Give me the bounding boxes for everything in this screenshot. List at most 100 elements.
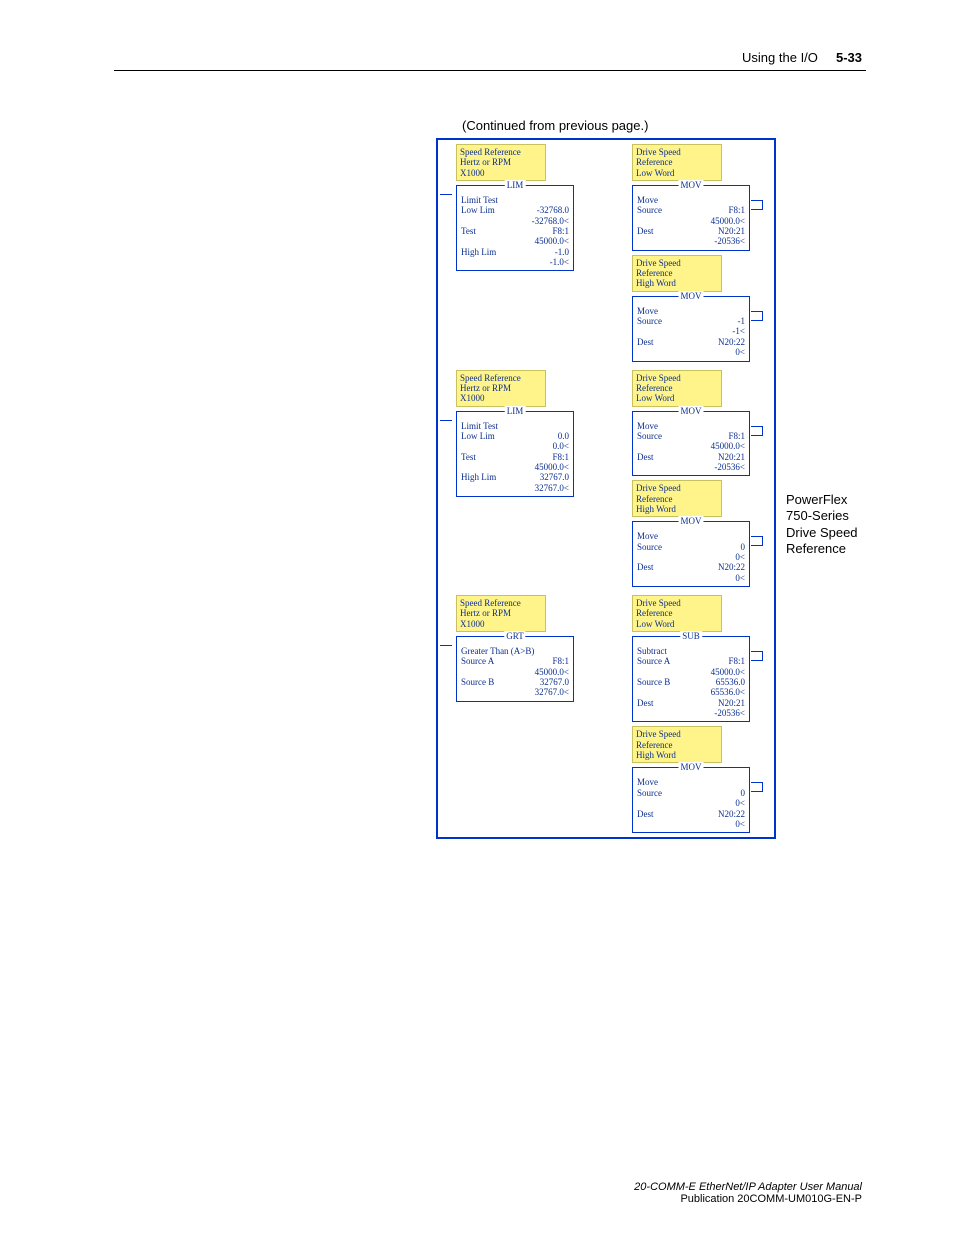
output-stub xyxy=(751,311,763,321)
instruction-block: MOVMoveSource-1-1<DestN20:220< xyxy=(632,296,750,362)
block-title: Greater Than (A>B) xyxy=(461,646,569,656)
continued-note: (Continued from previous page.) xyxy=(462,118,648,133)
rung-output-column: Drive Speed Reference Low WordMOVMoveSou… xyxy=(618,370,768,588)
block-row: 0< xyxy=(637,819,745,829)
block-row: Low Lim0.0 xyxy=(461,431,569,441)
rung-output-column: Drive Speed Reference Low WordMOVMoveSou… xyxy=(618,144,768,362)
block-legend: MOV xyxy=(678,291,703,301)
output-stub xyxy=(751,426,763,436)
rung-comment: Drive Speed Reference High Word xyxy=(632,255,722,292)
block-row: Source-1 xyxy=(637,316,745,326)
block-row: DestN20:21 xyxy=(637,452,745,462)
block-row: -1.0< xyxy=(461,257,569,267)
block-row: DestN20:22 xyxy=(637,809,745,819)
wire-stub xyxy=(440,420,452,421)
block-row: High Lim-1.0 xyxy=(461,247,569,257)
block-row: Source AF8:1 xyxy=(637,656,745,666)
instruction-block: MOVMoveSourceF8:145000.0<DestN20:21-2053… xyxy=(632,411,750,477)
block-row: 0< xyxy=(637,347,745,357)
header-section: Using the I/O xyxy=(742,50,818,65)
block-row: High Lim32767.0 xyxy=(461,472,569,482)
block-row: 65536.0< xyxy=(637,687,745,697)
block-row: 0.0< xyxy=(461,441,569,451)
page-number: 5-33 xyxy=(836,50,862,65)
block-legend: MOV xyxy=(678,762,703,772)
block-row: -20536< xyxy=(637,462,745,472)
instruction-block: GRTGreater Than (A>B)Source AF8:145000.0… xyxy=(456,636,574,702)
block-legend: SUB xyxy=(680,631,702,641)
page-footer: 20-COMM-E EtherNet/IP Adapter User Manua… xyxy=(634,1181,862,1205)
block-title: Subtract xyxy=(637,646,745,656)
instruction-block: MOVMoveSource00<DestN20:220< xyxy=(632,521,750,587)
rung-input-column: Speed Reference Hertz or RPM X1000LIM Lim… xyxy=(442,370,592,497)
block-title: Move xyxy=(637,421,745,431)
block-row: -1< xyxy=(637,326,745,336)
block-title: Move xyxy=(637,531,745,541)
page-header: Using the I/O 5-33 xyxy=(742,50,862,65)
block-legend: LIM xyxy=(505,406,526,416)
block-row: Source0 xyxy=(637,542,745,552)
footer-title: 20-COMM-E EtherNet/IP Adapter User Manua… xyxy=(634,1181,862,1193)
block-title: Move xyxy=(637,777,745,787)
side-label: PowerFlex 750-Series Drive Speed Referen… xyxy=(786,492,858,557)
block-row: SourceF8:1 xyxy=(637,205,745,215)
rung-comment: Drive Speed Reference Low Word xyxy=(632,595,722,632)
block-row: 0< xyxy=(637,552,745,562)
wire-stub xyxy=(440,194,452,195)
rung-comment: Drive Speed Reference Low Word xyxy=(632,370,722,407)
output-stub xyxy=(751,536,763,546)
block-row: DestN20:22 xyxy=(637,562,745,572)
block-row: Source0 xyxy=(637,788,745,798)
block-row: 32767.0< xyxy=(461,687,569,697)
block-legend: LIM xyxy=(505,180,526,190)
block-row: -20536< xyxy=(637,236,745,246)
block-legend: MOV xyxy=(678,180,703,190)
block-row: Source B65536.0 xyxy=(637,677,745,687)
block-title: Limit Test xyxy=(461,421,569,431)
block-row: DestN20:22 xyxy=(637,337,745,347)
rung-comment: Speed Reference Hertz or RPM X1000 xyxy=(456,370,546,407)
instruction-block: MOVMoveSourceF8:145000.0<DestN20:21-2053… xyxy=(632,185,750,251)
block-row: -32768.0< xyxy=(461,216,569,226)
block-legend: MOV xyxy=(678,516,703,526)
block-row: -20536< xyxy=(637,708,745,718)
block-row: Low Lim-32768.0 xyxy=(461,205,569,215)
rung-comment: Drive Speed Reference High Word xyxy=(632,726,722,763)
block-row: TestF8:1 xyxy=(461,452,569,462)
wire-stub xyxy=(440,645,452,646)
block-legend: GRT xyxy=(504,631,525,641)
block-title: Limit Test xyxy=(461,195,569,205)
instruction-block: LIMLimit TestLow Lim-32768.0-32768.0<Tes… xyxy=(456,185,574,271)
block-row: DestN20:21 xyxy=(637,698,745,708)
output-stub xyxy=(751,200,763,210)
block-row: 0< xyxy=(637,798,745,808)
block-row: 45000.0< xyxy=(461,667,569,677)
output-stub xyxy=(751,782,763,792)
header-rule xyxy=(114,70,866,71)
block-row: 0< xyxy=(637,573,745,583)
footer-pub: Publication 20COMM-UM010G-EN-P xyxy=(634,1193,862,1205)
block-legend: MOV xyxy=(678,406,703,416)
ladder-rung: Speed Reference Hertz or RPM X1000LIM Lim… xyxy=(438,366,774,592)
output-stub xyxy=(751,651,763,661)
rung-output-column: Drive Speed Reference Low WordSUB Subtrac… xyxy=(618,595,768,833)
ladder-diagram: Speed Reference Hertz or RPM X1000LIMLim… xyxy=(436,138,776,839)
block-row: SourceF8:1 xyxy=(637,431,745,441)
rung-input-column: Speed Reference Hertz or RPM X1000LIMLim… xyxy=(442,144,592,271)
ladder-rung: Speed Reference Hertz or RPM X1000GRTGre… xyxy=(438,591,774,837)
block-row: TestF8:1 xyxy=(461,226,569,236)
ladder-rung: Speed Reference Hertz or RPM X1000LIMLim… xyxy=(438,140,774,366)
instruction-block: MOVMoveSource00<DestN20:220< xyxy=(632,767,750,833)
block-row: Source AF8:1 xyxy=(461,656,569,666)
block-row: 32767.0< xyxy=(461,483,569,493)
rung-comment: Drive Speed Reference Low Word xyxy=(632,144,722,181)
block-row: DestN20:21 xyxy=(637,226,745,236)
block-row: 45000.0< xyxy=(637,216,745,226)
rung-comment: Speed Reference Hertz or RPM X1000 xyxy=(456,144,546,181)
block-row: 45000.0< xyxy=(637,667,745,677)
rung-input-column: Speed Reference Hertz or RPM X1000GRTGre… xyxy=(442,595,592,702)
block-row: 45000.0< xyxy=(637,441,745,451)
rung-comment: Drive Speed Reference High Word xyxy=(632,480,722,517)
block-title: Move xyxy=(637,306,745,316)
rung-comment: Speed Reference Hertz or RPM X1000 xyxy=(456,595,546,632)
